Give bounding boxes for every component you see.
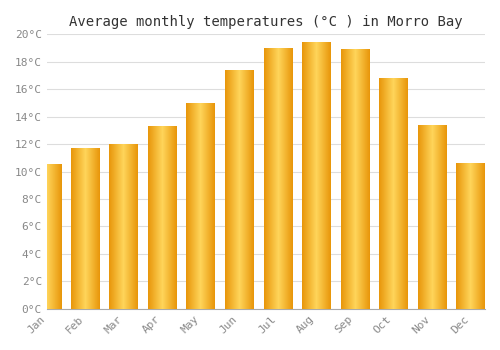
Title: Average monthly temperatures (°C ) in Morro Bay: Average monthly temperatures (°C ) in Mo…	[69, 15, 462, 29]
